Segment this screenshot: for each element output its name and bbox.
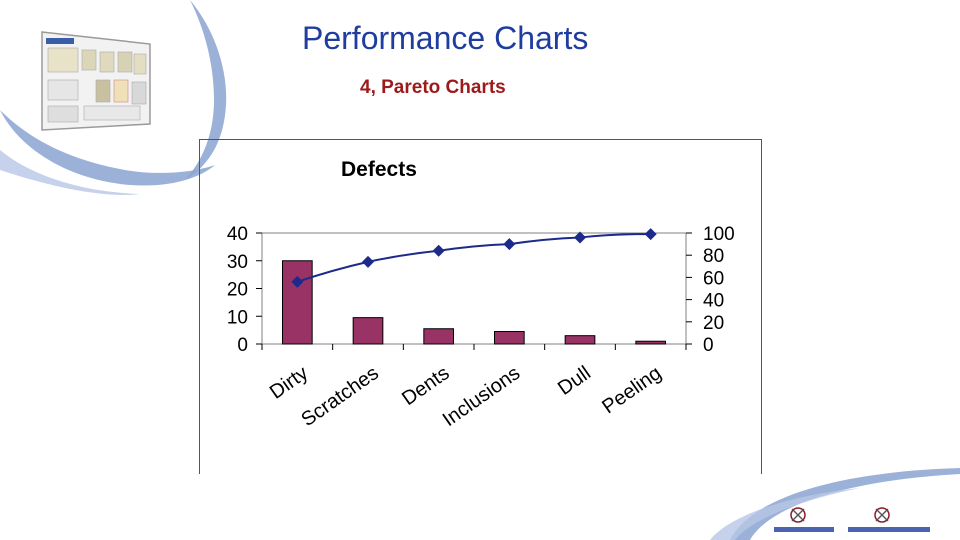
spitfire-training-logo <box>774 507 834 532</box>
x-tick-label-dents: Dents <box>398 362 453 410</box>
cumulative-point-dents <box>432 244 445 257</box>
y2-tick-label: 40 <box>703 291 724 312</box>
plot-area <box>261 232 687 345</box>
y-tick-label: 30 <box>227 252 248 273</box>
performance-board-thumbnail <box>41 31 151 131</box>
x-tick-label-dirty: Dirty <box>266 362 312 404</box>
y-tick-label: 40 <box>227 224 248 245</box>
top-left-swoosh-decoration <box>0 0 227 195</box>
spitfire-logos <box>774 507 930 532</box>
cumulative-point-inclusions <box>503 238 516 251</box>
bottom-right-swoosh-decoration <box>710 468 960 540</box>
y2-tick-label: 80 <box>703 246 724 267</box>
cumulative-point-scratches <box>362 255 374 268</box>
y-tick-label: 20 <box>227 280 248 301</box>
y2-tick-label: 20 <box>703 313 724 334</box>
bar-inclusions <box>493 331 525 345</box>
bar-dents <box>423 328 455 345</box>
y2-tick-label: 60 <box>703 268 724 289</box>
slide-subtitle: 4, Pareto Charts <box>360 77 506 98</box>
chart-title: Defects <box>341 158 417 181</box>
y2-tick-label: 0 <box>703 335 714 356</box>
cumulative-point-dull <box>574 231 586 244</box>
bar-scratches <box>352 317 384 345</box>
slide-title: Performance Charts <box>302 20 589 56</box>
x-tick-label-dull: Dull <box>554 362 595 400</box>
chart-frame <box>199 139 762 474</box>
bar-dull <box>564 335 596 345</box>
x-tick-label-peeling: Peeling <box>598 362 665 418</box>
bar-peeling <box>635 340 667 345</box>
y-tick-label: 10 <box>227 307 248 328</box>
cumulative-line <box>297 233 651 283</box>
y-tick-label: 0 <box>237 335 248 356</box>
spitfire-consultancy-logo <box>848 507 930 532</box>
cumulative-point-peeling <box>644 228 657 241</box>
x-tick-label-inclusions: Inclusions <box>439 362 524 431</box>
x-tick-label-scratches: Scratches <box>297 362 382 431</box>
cumulative-point-dirty <box>291 275 304 288</box>
bar-dirty <box>281 260 313 345</box>
y2-tick-label: 100 <box>703 224 735 245</box>
